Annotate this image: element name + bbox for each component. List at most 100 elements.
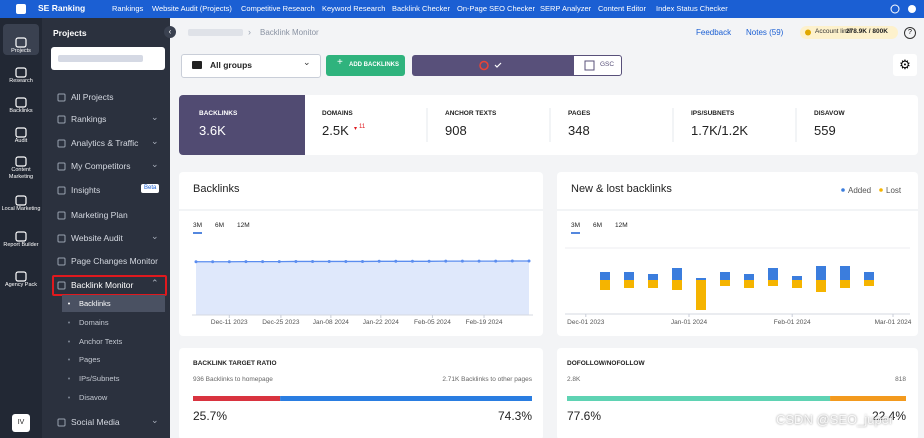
notes[interactable]: Notes (59): [746, 28, 784, 37]
menu-item[interactable]: Page Changes Monitor: [71, 256, 158, 266]
legend-label: Lost: [886, 186, 902, 195]
add-label[interactable]: ADD BACKLINKS: [349, 62, 399, 68]
stat-label[interactable]: DOMAINS: [322, 110, 353, 117]
stat-label[interactable]: PAGES: [568, 110, 591, 117]
help-top: [890, 4, 900, 14]
submenu-item[interactable]: Backlinks: [79, 299, 111, 308]
stat-value[interactable]: 348: [568, 123, 590, 138]
add-button[interactable]: [326, 55, 405, 76]
submenu-dot: [68, 321, 70, 324]
point: [460, 259, 464, 263]
menu-icon: [57, 257, 66, 266]
group-select[interactable]: [181, 54, 321, 78]
active-submenu: [62, 295, 165, 312]
stat-value[interactable]: 1.7K/1.2K: [691, 123, 749, 138]
submenu-item[interactable]: Domains: [79, 318, 109, 327]
nav-link[interactable]: SERP Analyzer: [540, 4, 592, 13]
side-label[interactable]: Backlinks: [9, 108, 33, 114]
bar: [696, 280, 706, 310]
x-tick-label: Jan-01 2024: [671, 319, 708, 326]
x-tick-label: Dec-11 2023: [211, 319, 248, 326]
point: [277, 260, 281, 264]
side-label[interactable]: Content Marketing: [8, 167, 34, 180]
stat-value[interactable]: 908: [445, 123, 467, 138]
menu-item[interactable]: Backlink Monitor: [71, 280, 134, 290]
chart-tab[interactable]: 12M: [237, 222, 250, 229]
brand[interactable]: SE Ranking: [38, 3, 86, 13]
menu-item[interactable]: Analytics & Traffic: [71, 138, 139, 148]
google-bar[interactable]: [412, 55, 573, 76]
stat-label[interactable]: ANCHOR TEXTS: [445, 110, 497, 117]
x-tick-label: Feb-19 2024: [466, 319, 503, 326]
nav-link[interactable]: Competitive Research: [241, 4, 315, 13]
chart-tab[interactable]: 6M: [593, 222, 603, 229]
side-label[interactable]: Local Marketing: [1, 206, 41, 212]
menu-item[interactable]: Website Audit: [71, 233, 123, 243]
collapse-button[interactable]: ‹: [164, 26, 176, 38]
bar: [768, 280, 778, 286]
nav-link[interactable]: Index Status Checker: [656, 4, 728, 13]
menu-item[interactable]: Insights: [71, 185, 101, 195]
side-label[interactable]: Projects: [11, 48, 31, 54]
stat-change: 11: [359, 124, 366, 130]
bar: [624, 272, 634, 280]
account-limit: Account limit: [815, 28, 852, 35]
gsc-label[interactable]: GSC: [600, 61, 615, 68]
chart-tab[interactable]: 3M: [193, 222, 203, 229]
stat-label[interactable]: IPS/SUBNETS: [691, 110, 735, 117]
nav-link[interactable]: Content Editor: [598, 4, 646, 13]
menu-item[interactable]: My Competitors: [71, 161, 131, 171]
bar: [648, 280, 658, 288]
ratio-value: 25.7%: [193, 409, 228, 423]
stat-label[interactable]: BACKLINKS: [199, 110, 238, 117]
newlost-card: [557, 172, 918, 336]
google-icon: [479, 60, 489, 71]
chart-tab[interactable]: 6M: [215, 222, 225, 229]
nav-link[interactable]: Keyword Research: [322, 4, 386, 13]
side-label[interactable]: Agency Pack: [4, 282, 38, 288]
legend-dot: [879, 188, 883, 192]
side-label[interactable]: Audit: [14, 138, 28, 144]
chart-tab[interactable]: 3M: [571, 222, 581, 229]
side-label[interactable]: Report Builder: [3, 242, 39, 248]
x-tick-label: Jan-08 2024: [313, 319, 350, 326]
nav-link[interactable]: Rankings: [112, 4, 144, 13]
submenu-item[interactable]: IPs/Subnets: [79, 374, 120, 383]
menu-icon: [57, 139, 66, 148]
x-tick-label: Feb-05 2024: [414, 319, 451, 326]
legend-dot: [841, 188, 845, 192]
nav-link[interactable]: Website Audit (Projects): [152, 4, 232, 13]
submenu-dot: [68, 340, 70, 343]
watermark: CSDN @SEO_juper: [776, 412, 894, 427]
feedback[interactable]: Feedback: [696, 28, 732, 37]
bar: [792, 280, 802, 288]
menu-icon: [57, 93, 66, 102]
menu-item[interactable]: Social Media: [71, 417, 120, 427]
menu-item[interactable]: Marketing Plan: [71, 210, 128, 220]
bar: [624, 280, 634, 288]
menu-item[interactable]: Rankings: [71, 114, 107, 124]
avatar[interactable]: IV: [12, 414, 30, 432]
stat-label[interactable]: DISAVOW: [814, 110, 845, 117]
gsc-button[interactable]: [573, 55, 622, 76]
group-label[interactable]: All groups: [210, 60, 253, 70]
point: [494, 259, 498, 263]
submenu-item[interactable]: Disavow: [79, 393, 108, 402]
menu-chevron: ⌃: [151, 278, 159, 288]
submenu-item[interactable]: Anchor Texts: [79, 337, 123, 346]
submenu-dot: [68, 358, 70, 361]
bar: [720, 272, 730, 280]
point: [527, 259, 531, 263]
submenu-item[interactable]: Pages: [79, 355, 101, 364]
menu-item[interactable]: All Projects: [71, 92, 114, 102]
stat-value[interactable]: 3.6K: [199, 123, 226, 138]
nav-link[interactable]: Backlink Checker: [392, 4, 450, 13]
group-chevron: ⌄: [303, 57, 311, 67]
chart-tab[interactable]: 12M: [615, 222, 628, 229]
help-icon[interactable]: ?: [904, 27, 916, 39]
nav-link[interactable]: On-Page SEO Checker: [457, 4, 535, 13]
stat-value[interactable]: 559: [814, 123, 836, 138]
side-label[interactable]: Research: [9, 78, 33, 84]
stat-value[interactable]: 2.5K: [322, 123, 349, 138]
settings-button[interactable]: ⚙: [893, 54, 917, 76]
